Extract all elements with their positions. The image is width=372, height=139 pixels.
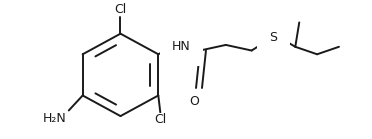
Text: H₂N: H₂N [43, 112, 67, 125]
Text: O: O [189, 95, 199, 108]
Text: Cl: Cl [154, 113, 166, 126]
Text: Cl: Cl [114, 3, 126, 16]
Text: HN: HN [172, 40, 191, 53]
Text: S: S [269, 31, 278, 44]
